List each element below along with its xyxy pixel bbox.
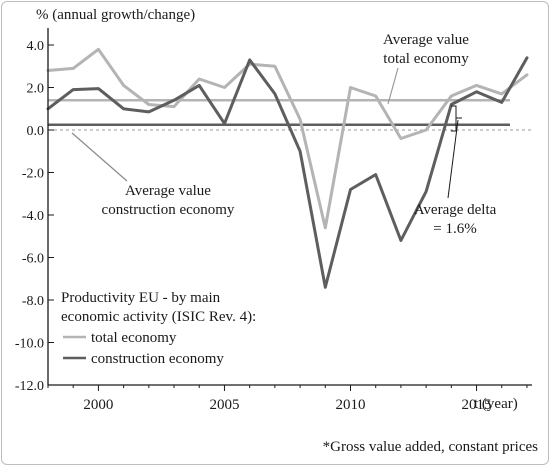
series-line-construction-economy	[46, 56, 529, 289]
x-tick-label: 2005	[209, 397, 239, 413]
legend: Productivity EU - by main economic activ…	[61, 290, 256, 367]
annotation-avg-total-line2: total economy	[383, 51, 469, 67]
annotation-avg-delta-line2: = 1.6%	[433, 221, 476, 237]
annotation-avg-construction-pointer	[71, 132, 128, 182]
y-tick-label: -6.0	[22, 252, 44, 267]
y-tick-label: 4.0	[27, 39, 45, 54]
y-tick-label: -4.0	[22, 209, 44, 224]
annotation-avg-construction-line1: Average value	[125, 183, 211, 199]
legend-title-line2: economic activity (ISIC Rev. 4):	[61, 309, 256, 325]
series-line-total-economy	[46, 47, 529, 230]
footnote: *Gross value added, constant prices	[323, 439, 539, 455]
x-axis-label: t (year)	[474, 396, 518, 412]
annotation-delta-bracket	[451, 105, 462, 132]
x-tick-label: 2000	[83, 397, 113, 413]
y-tick-label: -8.0	[22, 294, 44, 309]
annotation-avg-construction-line2: construction economy	[102, 202, 235, 218]
legend-title-line1: Productivity EU - by main	[61, 290, 221, 306]
x-tick-label: 2010	[336, 397, 366, 413]
y-tick-label: 0.0	[27, 124, 45, 139]
x-ticks: 2000 2005 2010 2015	[47, 385, 528, 413]
annotation-avg-delta-pointer	[447, 119, 459, 199]
y-ticks: 4.0 2.0 0.0 -2.0 -4.0 -6.0 -8.0 -10.0 -12.0	[15, 39, 54, 394]
x-tick-label: 2015	[462, 397, 492, 413]
annotation-avg-delta-line1: Average delta	[414, 202, 497, 218]
y-tick-label: 2.0	[27, 82, 45, 97]
legend-label-total-economy: total economy	[91, 330, 177, 346]
y-tick-label: -12.0	[15, 379, 44, 394]
legend-label-construction-economy: construction economy	[91, 351, 224, 367]
y-tick-label: -2.0	[22, 167, 44, 182]
y-tick-label: -10.0	[15, 337, 44, 352]
annotation-avg-total-pointer	[387, 67, 399, 105]
lines-layer	[46, 47, 532, 289]
annotation-avg-total-line1: Average value	[383, 32, 469, 48]
y-axis-label: % (annual growth/change)	[36, 7, 195, 23]
